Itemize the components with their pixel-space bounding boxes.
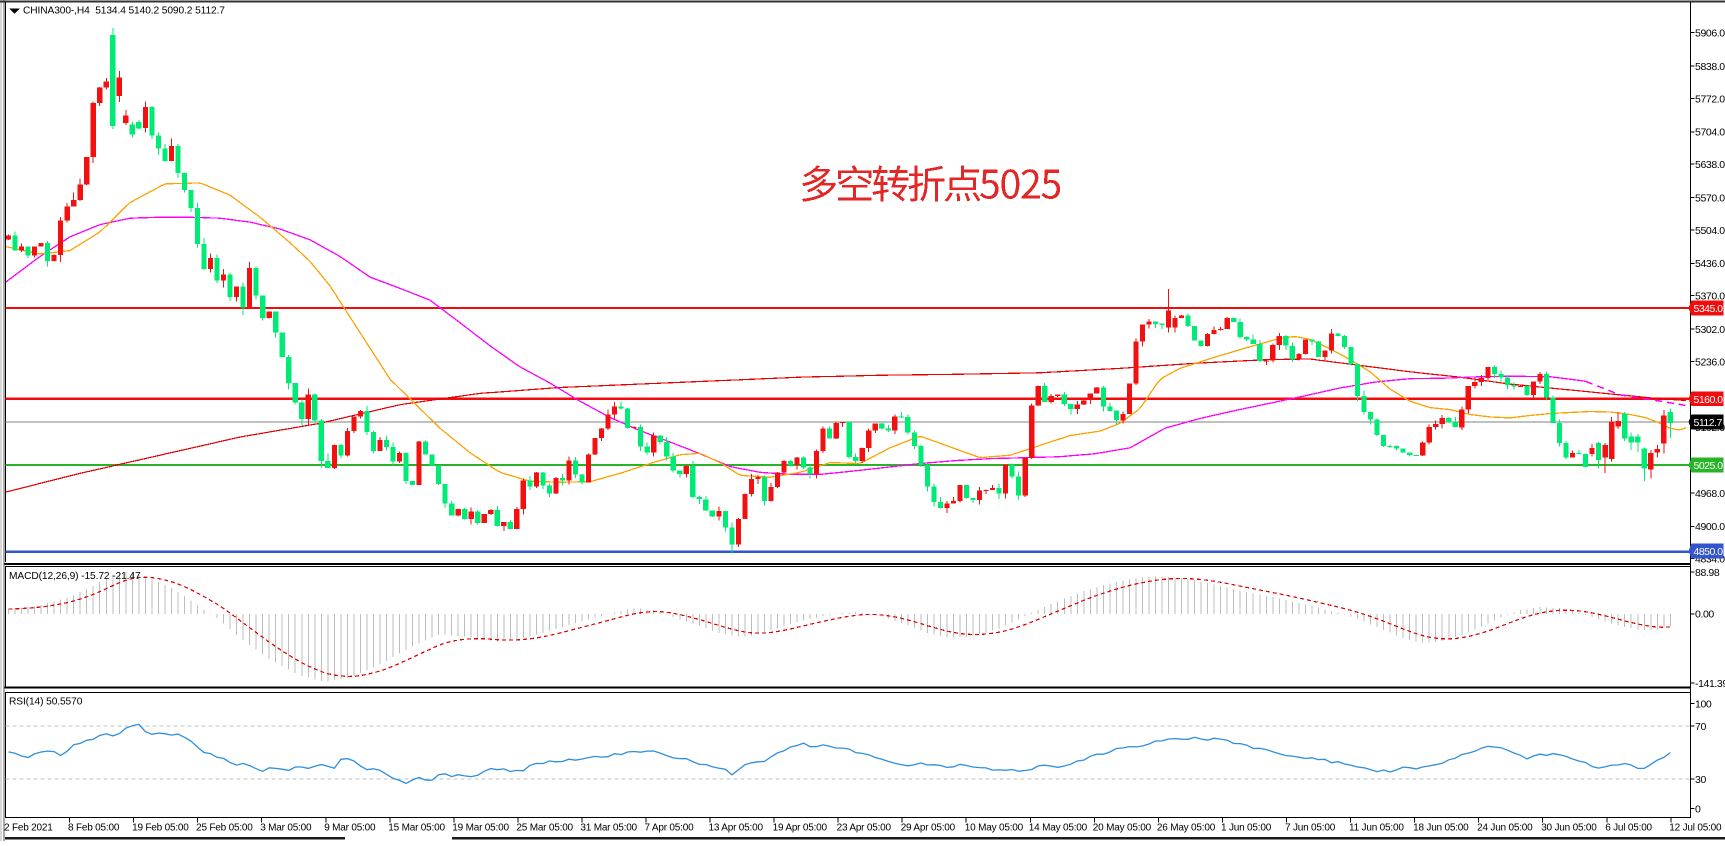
svg-text:5436.0: 5436.0	[1695, 258, 1725, 270]
svg-text:70: 70	[1695, 721, 1706, 733]
svg-text:5704.0: 5704.0	[1695, 127, 1725, 139]
svg-text:CHINA300-,H4 5134.4 5140.2 50: CHINA300-,H4 5134.4 5140.2 5090.2 5112.7	[23, 6, 225, 17]
svg-text:2 Feb 2021: 2 Feb 2021	[4, 823, 53, 834]
svg-text:5025.0: 5025.0	[1694, 460, 1724, 472]
svg-text:5345.0: 5345.0	[1694, 303, 1724, 315]
svg-text:31 Mar 05:00: 31 Mar 05:00	[580, 823, 637, 834]
svg-text:19 Mar 05:00: 19 Mar 05:00	[452, 823, 509, 834]
svg-text:RSI(14) 50.5570: RSI(14) 50.5570	[9, 697, 83, 708]
svg-text:7 Apr 05:00: 7 Apr 05:00	[645, 823, 695, 834]
svg-text:5838.0: 5838.0	[1695, 61, 1725, 73]
svg-text:MACD(12,26,9) -15.72 -21.47: MACD(12,26,9) -15.72 -21.47	[9, 571, 141, 582]
svg-text:13 Apr 05:00: 13 Apr 05:00	[709, 823, 764, 834]
svg-text:5638.0: 5638.0	[1695, 159, 1725, 171]
svg-text:100: 100	[1695, 698, 1712, 710]
svg-text:26 May 05:00: 26 May 05:00	[1157, 823, 1216, 834]
svg-text:23 Apr 05:00: 23 Apr 05:00	[837, 823, 892, 834]
svg-text:5906.0: 5906.0	[1695, 28, 1725, 40]
svg-text:20 May 05:00: 20 May 05:00	[1093, 823, 1152, 834]
svg-text:0: 0	[1695, 804, 1701, 816]
svg-text:30: 30	[1695, 774, 1706, 786]
svg-text:3 Mar 05:00: 3 Mar 05:00	[260, 823, 312, 834]
svg-text:5504.0: 5504.0	[1695, 225, 1725, 237]
svg-text:1 Jun 05:00: 1 Jun 05:00	[1221, 823, 1272, 834]
svg-text:6 Jul 05:00: 6 Jul 05:00	[1605, 823, 1652, 834]
svg-text:5160.0: 5160.0	[1694, 394, 1724, 406]
svg-text:25 Feb 05:00: 25 Feb 05:00	[196, 823, 253, 834]
svg-text:9 Mar 05:00: 9 Mar 05:00	[324, 823, 376, 834]
svg-text:12 Jul 05:00: 12 Jul 05:00	[1669, 823, 1722, 834]
svg-text:11 Jun 05:00: 11 Jun 05:00	[1349, 823, 1404, 834]
svg-text:8 Feb 05:00: 8 Feb 05:00	[68, 823, 120, 834]
svg-text:15 Mar 05:00: 15 Mar 05:00	[388, 823, 445, 834]
svg-text:14 May 05:00: 14 May 05:00	[1029, 823, 1088, 834]
svg-text:0.00: 0.00	[1695, 609, 1714, 621]
svg-text:5112.7: 5112.7	[1694, 417, 1723, 429]
svg-text:4968.0: 4968.0	[1695, 488, 1725, 500]
svg-text:5570.0: 5570.0	[1695, 192, 1725, 204]
svg-text:10 May 05:00: 10 May 05:00	[965, 823, 1024, 834]
svg-text:19 Feb 05:00: 19 Feb 05:00	[132, 823, 189, 834]
svg-text:24 Jun 05:00: 24 Jun 05:00	[1477, 823, 1533, 834]
svg-text:88.98: 88.98	[1695, 567, 1720, 579]
svg-text:5370.0: 5370.0	[1695, 291, 1725, 303]
svg-text:4900.0: 4900.0	[1695, 521, 1725, 533]
svg-text:18 Jun 05:00: 18 Jun 05:00	[1413, 823, 1469, 834]
svg-text:5302.0: 5302.0	[1695, 324, 1725, 336]
svg-text:-141.39: -141.39	[1695, 678, 1725, 690]
svg-text:25 Mar 05:00: 25 Mar 05:00	[516, 823, 573, 834]
svg-text:19 Apr 05:00: 19 Apr 05:00	[773, 823, 828, 834]
svg-text:29 Apr 05:00: 29 Apr 05:00	[901, 823, 956, 834]
svg-text:5236.0: 5236.0	[1695, 356, 1725, 368]
svg-text:5772.0: 5772.0	[1695, 93, 1725, 105]
svg-text:4850.0: 4850.0	[1694, 546, 1724, 558]
svg-text:7 Jun 05:00: 7 Jun 05:00	[1285, 823, 1336, 834]
svg-text:30 Jun 05:00: 30 Jun 05:00	[1541, 823, 1597, 834]
